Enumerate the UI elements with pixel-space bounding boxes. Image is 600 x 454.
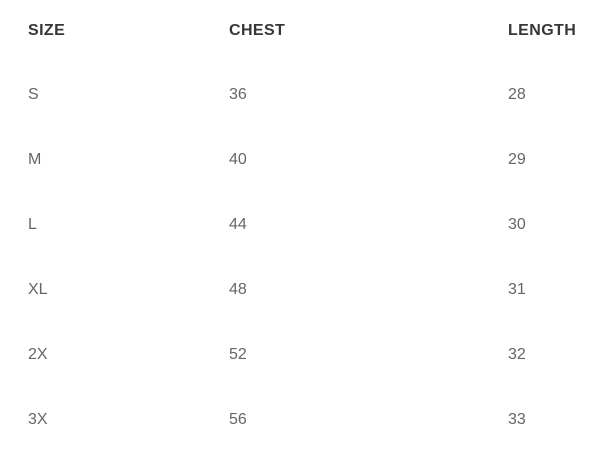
size-cell: S [28,85,39,103]
table-header-row: SIZE CHEST LENGTH [28,0,600,62]
length-cell: 30 [508,215,526,233]
length-cell: 32 [508,345,526,363]
table-row: 3X 56 33 [28,387,600,452]
size-cell: L [28,215,37,233]
chest-cell: 56 [229,410,247,428]
table-row: S 36 28 [28,62,600,127]
size-cell: 2X [28,345,48,363]
chest-cell: 52 [229,345,247,363]
length-cell: 33 [508,410,526,428]
column-header-chest: CHEST [229,22,286,39]
chest-cell: 36 [229,85,247,103]
column-header-length: LENGTH [508,22,577,39]
table-row: 2X 52 32 [28,322,600,387]
table-row: L 44 30 [28,192,600,257]
length-cell: 29 [508,150,526,168]
length-cell: 31 [508,280,526,298]
chest-cell: 48 [229,280,247,298]
length-cell: 28 [508,85,526,103]
table-row: M 40 29 [28,127,600,192]
size-cell: XL [28,280,48,298]
column-header-size: SIZE [28,22,66,39]
chest-cell: 40 [229,150,247,168]
size-cell: 3X [28,410,48,428]
chest-cell: 44 [229,215,247,233]
table-row: XL 48 31 [28,257,600,322]
size-chart-table: SIZE CHEST LENGTH S 36 28 M 40 29 L 44 3… [28,0,600,452]
size-cell: M [28,150,42,168]
